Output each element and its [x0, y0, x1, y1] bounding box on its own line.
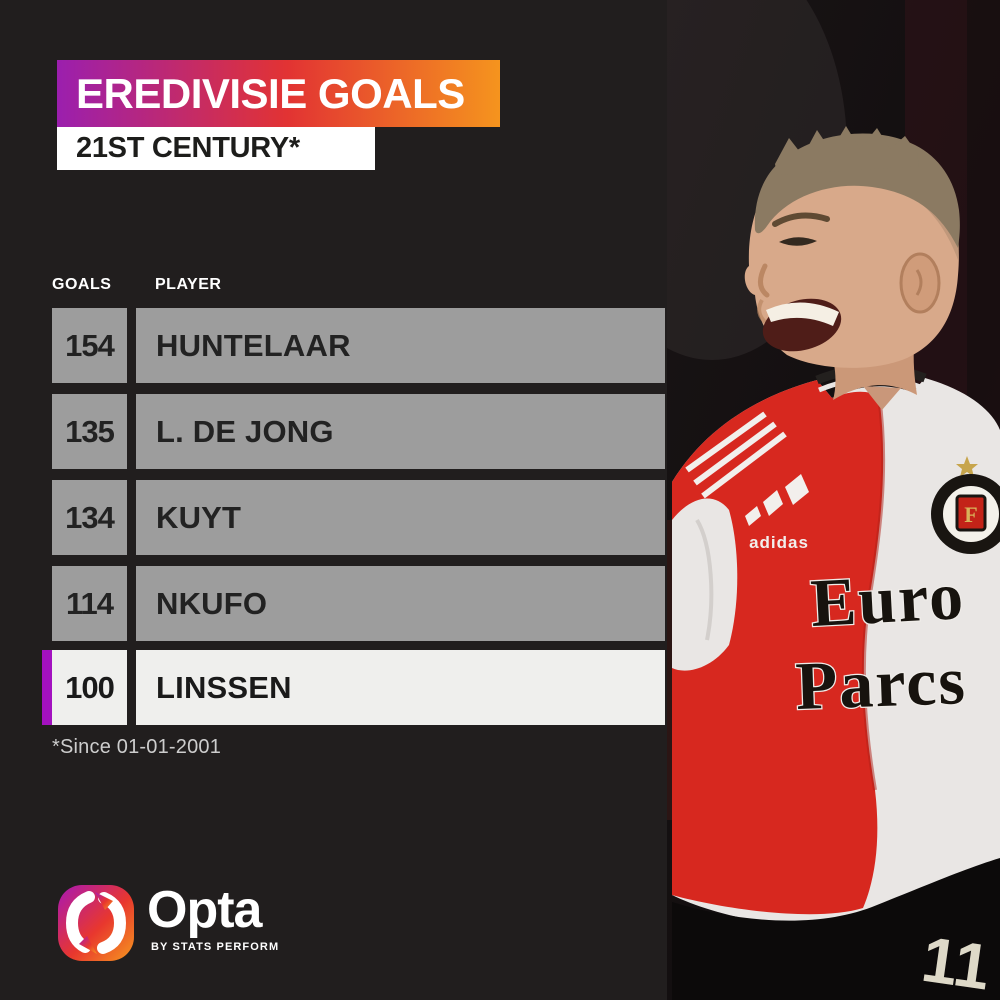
- footnote: *Since 01-01-2001: [52, 736, 222, 758]
- goals-value: 135: [52, 394, 127, 469]
- goals-value: 134: [52, 480, 127, 555]
- opta-byline: BY STATS PERFORM: [151, 941, 280, 953]
- opta-wordmark: Opta: [147, 881, 262, 939]
- player-name: LINSSEN: [136, 650, 665, 725]
- sponsor-line1: Euro: [809, 557, 967, 641]
- table-row: 135 L. DE JONG: [0, 394, 667, 469]
- player-head: [744, 126, 960, 368]
- table-row: 154 HUNTELAAR: [0, 308, 667, 383]
- player-photo-illustration: adidas F Euro Parcs 11: [667, 0, 1000, 1000]
- shorts-number: 11: [918, 923, 995, 1000]
- opta-logo-icon: [58, 885, 134, 961]
- player-name: KUYT: [136, 480, 665, 555]
- adidas-logo: adidas: [745, 474, 809, 552]
- player-name: HUNTELAAR: [136, 308, 665, 383]
- adidas-label: adidas: [749, 533, 809, 552]
- table-row: 114 NKUFO: [0, 566, 667, 641]
- shoulder-stripes: [685, 411, 787, 499]
- subtitle-box: 21ST CENTURY*: [57, 127, 375, 170]
- column-header-goals: GOALS: [52, 276, 112, 293]
- page-title: EREDIVISIE GOALS: [76, 69, 465, 117]
- club-crest-icon: F: [931, 456, 1000, 554]
- player-name: NKUFO: [136, 566, 665, 641]
- column-header-player: PLAYER: [155, 276, 222, 293]
- goals-value: 114: [52, 566, 127, 641]
- goals-value: 100: [52, 650, 127, 725]
- highlight-accent-bar: [42, 650, 52, 725]
- shorts: [672, 858, 1000, 1000]
- crest-letter: F: [964, 502, 977, 527]
- sponsor-line2: Parcs: [794, 642, 968, 724]
- goals-value: 154: [52, 308, 127, 383]
- title-banner: EREDIVISIE GOALS: [57, 60, 500, 127]
- table-row: 134 KUYT: [0, 480, 667, 555]
- sponsor-text: Euro Parcs: [793, 556, 969, 725]
- page-subtitle: 21ST CENTURY*: [76, 132, 300, 164]
- table-row-highlighted: 100 LINSSEN: [0, 650, 667, 725]
- player-name: L. DE JONG: [136, 394, 665, 469]
